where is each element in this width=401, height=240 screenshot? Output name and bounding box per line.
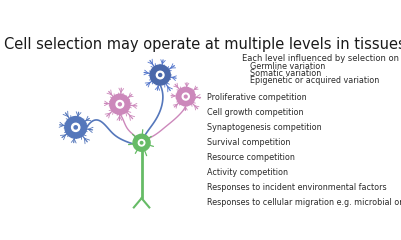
Circle shape [133,134,150,151]
Text: Cell selection may operate at multiple levels in tissues: Cell selection may operate at multiple l… [4,37,401,52]
Circle shape [118,103,122,106]
Circle shape [140,142,143,144]
Circle shape [71,123,80,132]
Circle shape [150,65,170,85]
Circle shape [138,139,145,146]
Text: Resource competition: Resource competition [207,153,295,162]
Text: Proliferative competition: Proliferative competition [207,93,306,102]
Text: Each level influenced by selection on the basis of:: Each level influenced by selection on th… [242,54,401,63]
Text: Epigenetic or acquired variation: Epigenetic or acquired variation [250,76,379,85]
Text: Cell growth competition: Cell growth competition [207,108,303,117]
Circle shape [182,93,189,100]
Circle shape [159,73,162,77]
Text: Survival competition: Survival competition [207,138,290,147]
Text: Responses to incident environmental factors: Responses to incident environmental fact… [207,183,386,192]
Text: Somatic variation: Somatic variation [250,69,321,78]
Text: Activity competition: Activity competition [207,168,288,177]
Circle shape [74,126,77,129]
Circle shape [184,95,187,98]
Circle shape [116,101,124,108]
Circle shape [156,71,164,79]
Text: Germline variation: Germline variation [250,62,325,71]
Text: Responses to cellular migration e.g. microbial or inflammatory: Responses to cellular migration e.g. mic… [207,198,401,207]
Circle shape [176,87,195,106]
Text: Synaptogenesis competition: Synaptogenesis competition [207,123,321,132]
Circle shape [65,117,87,138]
Circle shape [110,94,130,114]
